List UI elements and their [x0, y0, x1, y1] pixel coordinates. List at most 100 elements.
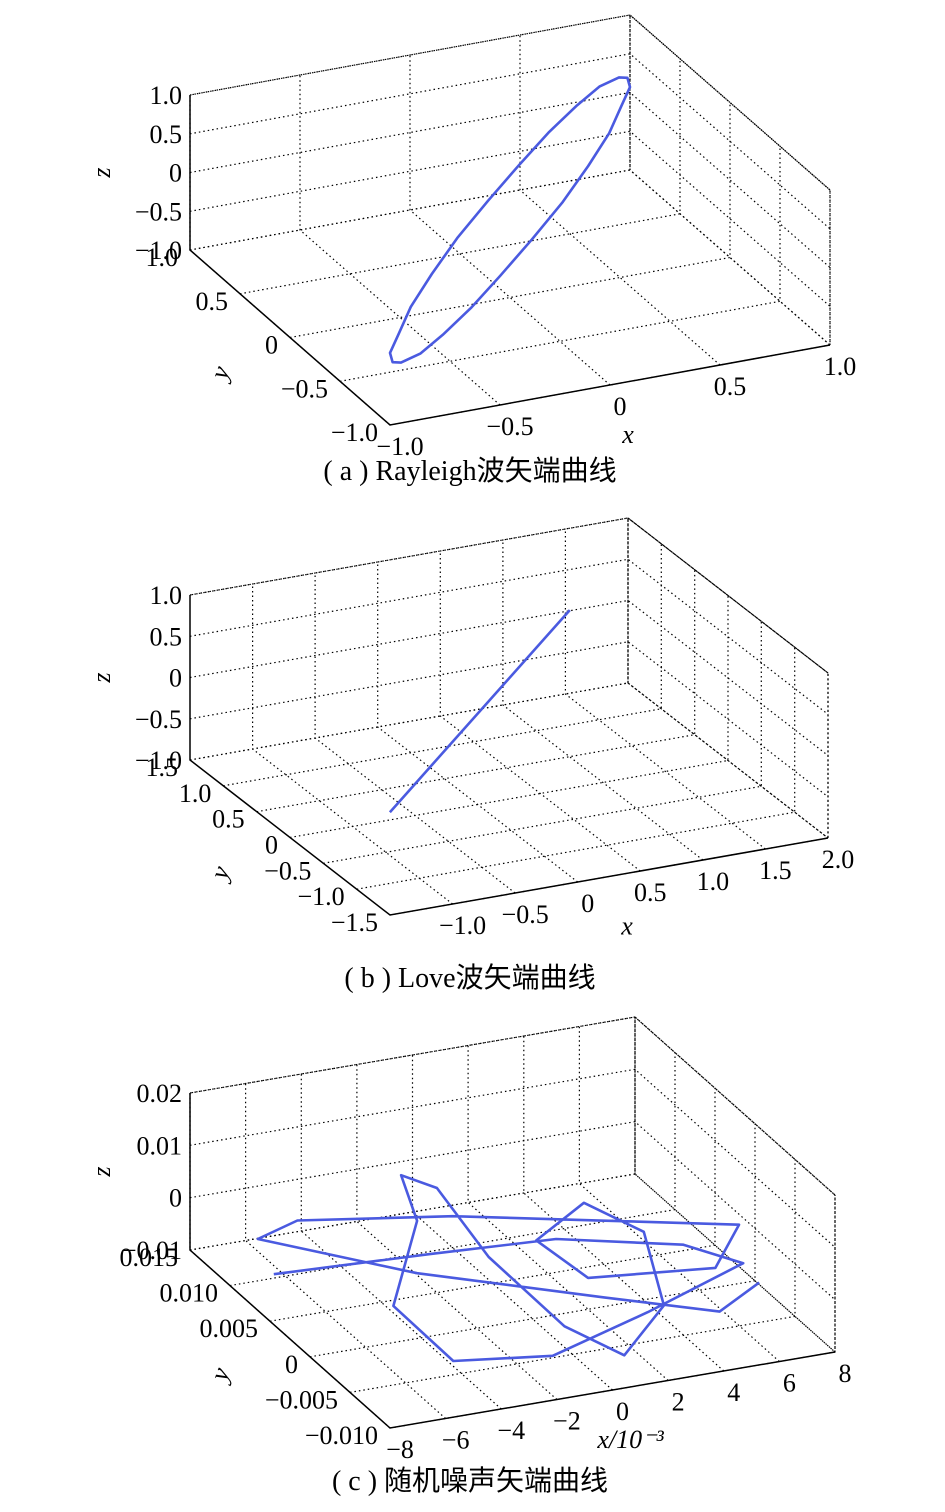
z-tick-label: 1.0 — [150, 581, 183, 610]
z-tick-label: −1.0 — [135, 746, 182, 775]
grid-line — [349, 1159, 796, 1393]
x-tick-label: −4 — [497, 1416, 525, 1445]
y-tick-label: 0.015 — [120, 1243, 179, 1272]
caption: ( b ) Love波矢端曲线 — [344, 962, 595, 994]
z-tick-label: 0 — [169, 1184, 182, 1213]
grid-line — [189, 14, 831, 191]
x-tick-label: 0 — [616, 1397, 629, 1426]
grid-line — [189, 169, 831, 346]
grid-line — [223, 543, 662, 787]
y-tick-label: −0.5 — [281, 374, 328, 403]
grid-line — [189, 91, 831, 268]
y-tick-label: −1.0 — [331, 418, 378, 447]
grid-line — [411, 1055, 613, 1391]
grid-line — [377, 562, 579, 883]
z-tick-label: 0.01 — [137, 1131, 183, 1160]
grid-line — [323, 621, 762, 864]
x-tick-label: −0.5 — [502, 900, 549, 929]
grid-line — [300, 1074, 502, 1410]
z-tick-label: 0.5 — [150, 120, 183, 149]
z-axis-label: z — [87, 672, 116, 683]
z-tick-label: −1.0 — [135, 236, 182, 265]
data-line — [256, 1173, 760, 1363]
data-line — [388, 609, 571, 814]
box-edge — [189, 1016, 836, 1352]
grid-line — [502, 540, 704, 861]
z-tick-label: −0.5 — [135, 197, 182, 226]
y-tick-label: 0 — [265, 331, 278, 360]
grid-line — [578, 1026, 780, 1362]
grid-line — [314, 573, 516, 894]
grid-line — [289, 102, 731, 339]
grid-line — [339, 146, 781, 382]
grid-line — [189, 1173, 836, 1353]
grid-line — [467, 1045, 669, 1381]
x-tick-label: −1.0 — [376, 432, 423, 461]
grid-line — [289, 595, 729, 839]
y-tick-label: −0.010 — [305, 1421, 378, 1450]
grid-line — [269, 1088, 716, 1322]
grid-line — [439, 551, 641, 872]
z-tick-label: 0 — [169, 159, 182, 188]
grid-line — [189, 53, 831, 230]
y-tick-label: −1.5 — [331, 908, 378, 937]
x-tick-label: −8 — [386, 1435, 414, 1464]
grid-line — [309, 1123, 756, 1358]
grid-line — [299, 75, 501, 406]
grid-line — [189, 599, 829, 756]
z-tick-label: 0.02 — [137, 1079, 183, 1108]
x-tick-label: −0.5 — [486, 412, 533, 441]
x-tick-label: 0 — [614, 392, 627, 421]
grid-line — [239, 58, 681, 295]
x-tick-label: −6 — [442, 1426, 470, 1455]
y-axis-label: y — [203, 1363, 235, 1387]
grid-line — [627, 518, 829, 839]
grid-line — [409, 55, 611, 386]
x-tick-label: 0.5 — [714, 372, 747, 401]
z-tick-label: −0.01 — [122, 1236, 182, 1265]
grid-line — [189, 517, 829, 674]
grid-line — [189, 641, 829, 798]
y-axis-label: y — [203, 862, 235, 886]
y-tick-label: 0 — [285, 1350, 298, 1379]
x-tick-label: 2 — [672, 1388, 685, 1417]
y-tick-label: 0 — [265, 831, 278, 860]
z-tick-label: 1.0 — [150, 81, 183, 110]
grid-line — [189, 130, 831, 307]
y-tick-label: 0.5 — [212, 805, 245, 834]
y-tick-label: −0.005 — [265, 1385, 338, 1414]
x-tick-label: 0 — [581, 889, 594, 918]
y-axis-label: y — [203, 362, 235, 386]
grid-line — [189, 558, 829, 715]
x-tick-label: 1.0 — [824, 352, 857, 381]
y-tick-label: 1.5 — [146, 753, 179, 782]
grid-line — [189, 682, 829, 839]
z-tick-label: −0.5 — [135, 705, 182, 734]
grid-line — [189, 1068, 836, 1248]
grid-line — [256, 569, 696, 813]
x-axis-label: x/10⁻³ — [596, 1425, 664, 1454]
x-axis-label: x — [621, 420, 634, 449]
x-tick-label: 6 — [783, 1369, 796, 1398]
z-tick-label: 0 — [169, 664, 182, 693]
data-line — [388, 76, 632, 364]
caption: ( a ) Rayleigh波矢端曲线 — [323, 455, 616, 487]
y-tick-label: 1.0 — [146, 243, 179, 272]
x-tick-label: 1.5 — [759, 856, 792, 885]
x-tick-label: 2.0 — [822, 845, 855, 874]
axis-line — [189, 595, 829, 916]
x-axis-label: x — [620, 912, 633, 941]
caption: ( c ) 随机噪声矢端曲线 — [332, 1465, 608, 1497]
grid-line — [189, 1121, 836, 1301]
axis-line — [189, 1093, 836, 1429]
y-tick-label: 0.005 — [200, 1314, 259, 1343]
grid-line — [629, 15, 831, 346]
x-tick-label: 8 — [839, 1359, 852, 1388]
x-tick-label: −2 — [553, 1407, 581, 1436]
x-tick-label: 0.5 — [634, 878, 667, 907]
y-tick-label: −0.5 — [264, 856, 311, 885]
x-tick-label: 1.0 — [697, 867, 730, 896]
grid-line — [189, 1016, 836, 1196]
